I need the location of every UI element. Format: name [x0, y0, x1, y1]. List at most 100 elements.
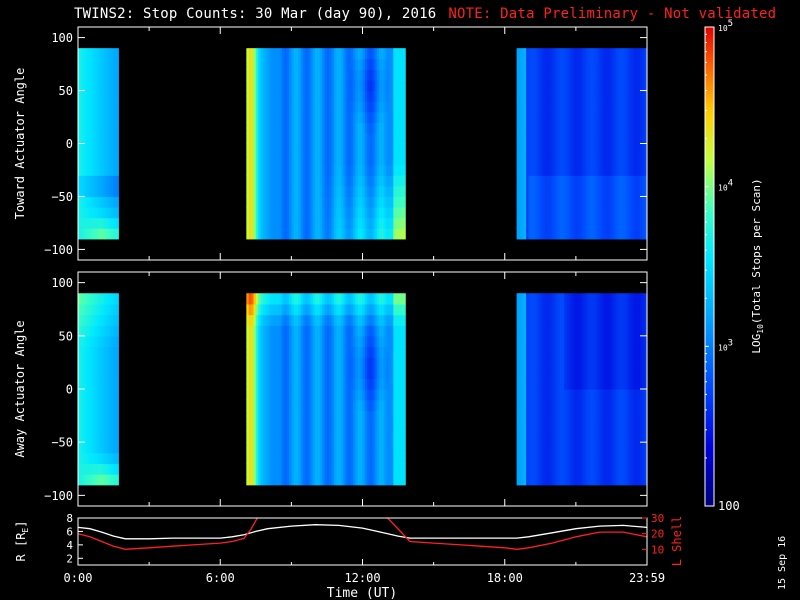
- heat-cell: [104, 410, 108, 422]
- heat-cell: [535, 431, 539, 443]
- heat-cell: [353, 399, 356, 411]
- heat-cell: [324, 314, 328, 326]
- heat-cell: [353, 101, 356, 113]
- heat-cell: [625, 101, 629, 113]
- heat-cell: [594, 48, 598, 60]
- heat-cell: [371, 431, 375, 443]
- heat-cell: [92, 196, 96, 208]
- heat-cell: [267, 463, 271, 475]
- heat-cell: [87, 335, 91, 348]
- heat-cell: [343, 132, 347, 145]
- heat-cell: [322, 399, 326, 411]
- heat-cell: [535, 175, 539, 187]
- heat-cell: [642, 111, 646, 123]
- heat-cell: [564, 410, 567, 422]
- heat-cell: [587, 132, 591, 145]
- heat-cell: [386, 410, 390, 422]
- heat-cell: [331, 79, 335, 92]
- heat-cell: [246, 217, 250, 229]
- heat-cell: [85, 367, 89, 379]
- heat-cell: [601, 217, 605, 229]
- heat-cell: [533, 431, 537, 443]
- heat-cell: [281, 335, 285, 348]
- heat-cell: [82, 474, 86, 486]
- heat-cell: [568, 185, 572, 198]
- heat-cell: [526, 389, 530, 401]
- heat-cell: [390, 228, 394, 240]
- heat-cell: [542, 293, 546, 305]
- heat-cell: [331, 431, 335, 443]
- heat-cell: [305, 335, 309, 348]
- heat-cell: [303, 90, 307, 102]
- heat-cell: [99, 79, 103, 92]
- heat-cell: [630, 431, 634, 443]
- heat-cell: [281, 378, 285, 390]
- heat-cell: [246, 154, 250, 166]
- heat-cell: [369, 452, 373, 465]
- heat-cell: [597, 325, 601, 337]
- heat-cell: [371, 325, 375, 337]
- heat-cell: [625, 217, 629, 229]
- heat-cell: [272, 378, 276, 390]
- heat-cell: [556, 442, 560, 454]
- heat-cell: [367, 367, 371, 379]
- heat-cell: [623, 111, 627, 123]
- heat-cell: [367, 389, 371, 401]
- heat-cell: [601, 196, 605, 208]
- heat-cell: [319, 367, 323, 379]
- heat-cell: [360, 154, 364, 166]
- heat-cell: [312, 410, 316, 422]
- heat-cell: [540, 58, 544, 70]
- heat-cell: [262, 420, 266, 433]
- heat-cell: [307, 325, 311, 337]
- heat-cell: [258, 101, 262, 113]
- heat-cell: [350, 58, 354, 70]
- heat-cell: [331, 357, 335, 369]
- heat-cell: [578, 228, 582, 240]
- heat-cell: [115, 293, 119, 305]
- heat-cell: [362, 164, 366, 176]
- heat-cell: [260, 314, 264, 326]
- heat-cell: [298, 185, 302, 198]
- heat-cell: [547, 228, 551, 240]
- heat-cell: [291, 303, 295, 316]
- heat-cell: [310, 175, 314, 187]
- heat-cell: [348, 217, 352, 229]
- heat-cell: [618, 303, 622, 316]
- heat-cell: [364, 463, 368, 475]
- heat-cell: [559, 389, 563, 401]
- heat-cell: [552, 185, 556, 198]
- heat-cell: [554, 175, 558, 187]
- heat-cell: [258, 346, 262, 358]
- heat-cell: [386, 207, 390, 219]
- heat-cell: [319, 132, 323, 145]
- heat-cell: [355, 48, 359, 60]
- heat-cell: [521, 228, 525, 240]
- heat-cell: [258, 90, 262, 102]
- heat-cell: [85, 293, 89, 305]
- heat-cell: [535, 48, 539, 60]
- heat-cell: [246, 143, 250, 155]
- heat-cell: [580, 101, 584, 113]
- heat-cell: [388, 335, 392, 348]
- heat-cell: [542, 367, 546, 379]
- heat-cell: [348, 175, 352, 187]
- heat-cell: [592, 143, 596, 155]
- heat-cell: [113, 196, 117, 208]
- heat-cell: [248, 474, 252, 486]
- heat-cell: [343, 463, 347, 475]
- heat-cell: [609, 207, 613, 219]
- heat-cell: [554, 325, 558, 337]
- heat-cell: [364, 196, 368, 208]
- heat-cell: [625, 122, 629, 134]
- heat-cell: [246, 335, 250, 348]
- heat-cell: [246, 389, 250, 401]
- heat-cell: [262, 90, 266, 102]
- heat-cell: [644, 185, 647, 198]
- heat-cell: [286, 48, 290, 60]
- heat-cell: [310, 164, 314, 176]
- heat-cell: [262, 378, 266, 390]
- heat-cell: [360, 122, 364, 134]
- heat-cell: [319, 474, 323, 486]
- heat-cell: [547, 325, 551, 337]
